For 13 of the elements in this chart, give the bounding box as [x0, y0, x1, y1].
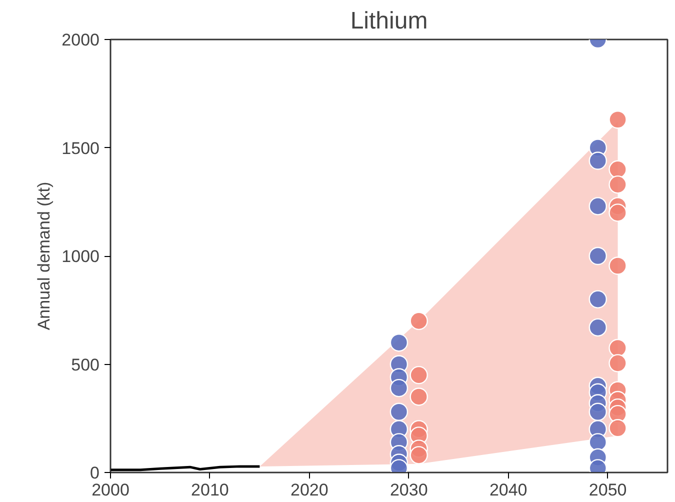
y-tick-label: 1500: [62, 138, 100, 158]
y-tick-label: 1000: [62, 247, 100, 266]
y-axis-title: Annual demand (kt): [34, 182, 54, 330]
y-tick-label: 0: [90, 464, 100, 482]
x-tick-label: 2010: [191, 480, 229, 500]
x-tick-label: 2030: [390, 480, 428, 500]
chart-title: Lithium: [350, 8, 428, 34]
y-tick-label: 2000: [62, 30, 100, 50]
y-tick-label: 500: [71, 355, 100, 374]
x-tick-label: 2050: [588, 480, 627, 500]
x-tick-label: 2040: [489, 480, 528, 500]
x-tick-label: 2020: [290, 480, 328, 500]
x-tick-label: 2000: [92, 480, 130, 500]
